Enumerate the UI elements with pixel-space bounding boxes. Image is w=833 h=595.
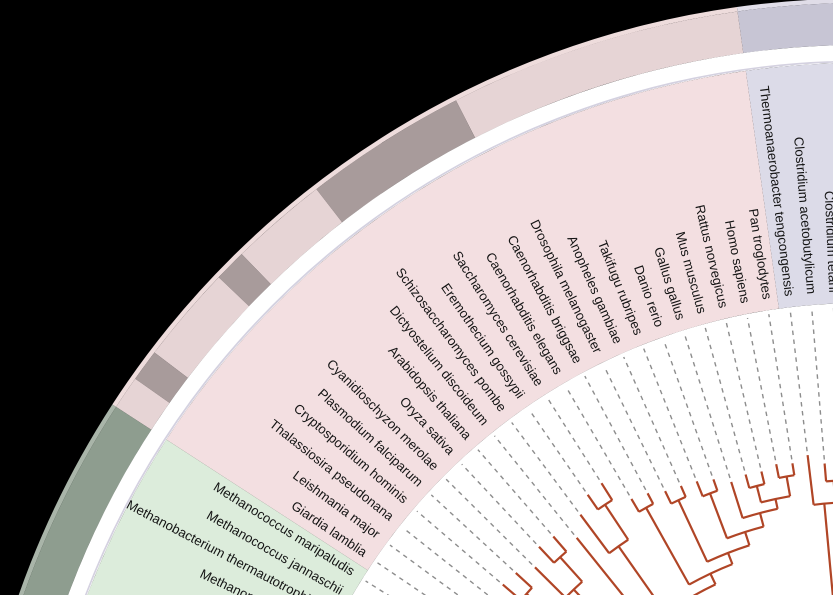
separator-accent-line (84, 61, 833, 595)
tree-branch (708, 493, 729, 539)
ring-segment (241, 189, 343, 285)
tree-branch (823, 463, 828, 482)
leaf-dash-line (603, 365, 664, 488)
ring-segment (116, 378, 170, 430)
tree-branch (646, 492, 655, 505)
leaf-dash-line (402, 527, 489, 595)
ring-segment (23, 406, 152, 595)
clade-wedge-archaea (87, 439, 368, 595)
ring-segment (154, 277, 250, 378)
tree-branch (575, 537, 625, 595)
tree-branch (755, 485, 763, 503)
tree-branch (630, 498, 640, 513)
leaf-dash-line (445, 478, 533, 565)
tree-root-branch (823, 503, 833, 595)
tree-branch (758, 512, 765, 527)
tree-branch (552, 535, 568, 553)
outer-strip-segment (736, 0, 833, 12)
tree-branch (695, 480, 704, 497)
leaf-dash-line (493, 435, 575, 536)
leaf-dash-line (477, 449, 552, 534)
leaf-dash-line (430, 494, 514, 571)
tree-arc (826, 479, 833, 483)
tree-branch (760, 471, 766, 485)
separator-band (68, 45, 833, 595)
tree-edges (502, 454, 833, 595)
leaf-dash-line (511, 422, 579, 512)
tree-branch (534, 566, 565, 595)
leaf-dash-line (546, 397, 600, 481)
leaf-dash-line (565, 386, 631, 496)
leaf-dash-line (416, 510, 501, 583)
tree-branch (677, 499, 709, 563)
leaf-dash-lines (365, 307, 833, 595)
leaf-dash-line (683, 333, 731, 479)
tree-branch (744, 531, 751, 546)
tree-arc (524, 587, 533, 595)
leaf-dash-line (789, 311, 808, 452)
leaf-dash-line (528, 409, 586, 492)
leaf-dash-line (746, 317, 777, 461)
tree-branch (806, 454, 815, 505)
tree-branch (559, 556, 584, 583)
tree-branch (538, 545, 555, 564)
tree-branch (586, 494, 599, 511)
leaf-dash-line (725, 322, 762, 468)
tree-arc (749, 483, 765, 490)
tree-branch (664, 490, 673, 505)
leaf-dash-line (584, 375, 647, 491)
tree-arc (726, 525, 764, 540)
ring-segment (737, 3, 833, 54)
tree-branch (744, 474, 751, 489)
ring-segment (218, 254, 271, 307)
color-strip-ring (23, 3, 833, 595)
ring-segment (455, 11, 744, 138)
tree-arc (638, 502, 654, 513)
clade-wedges (87, 63, 833, 595)
leaf-dash-line (811, 308, 825, 460)
ring-segment (316, 100, 476, 223)
ring-segment (135, 352, 188, 403)
tree-branch (775, 463, 780, 479)
leaf-dash-line (768, 314, 793, 460)
tree-branch (515, 572, 533, 589)
leaf-dash-line (461, 463, 537, 545)
clade-wedge-eukaryota (166, 70, 779, 571)
leaf-label-clostridium-tetani[interactable]: Clostridium tetani (822, 190, 833, 293)
tree-branch (645, 507, 691, 586)
tree-branch (679, 485, 687, 498)
leaf-dash-line (663, 340, 713, 476)
tree-arc (778, 474, 795, 479)
tree-arc (692, 583, 716, 595)
clade-wedge-bacteria (745, 63, 833, 309)
tree-branch (785, 476, 792, 497)
tree-branch (604, 504, 630, 541)
tree-branch (730, 481, 744, 519)
tree-branch (726, 552, 734, 565)
leaf-dash-line (704, 327, 746, 471)
tree-branch (791, 463, 796, 476)
tree-branch (502, 583, 517, 595)
tree-area-disc (352, 303, 833, 595)
tree-branch (709, 573, 717, 585)
leaf-dash-line (389, 544, 460, 595)
outer-strip-segment (18, 404, 117, 595)
tree-branch (617, 545, 655, 595)
tree-branch (774, 498, 779, 510)
tree-branch (600, 482, 614, 501)
tree-branch (712, 479, 719, 492)
tree-branch (579, 514, 610, 554)
